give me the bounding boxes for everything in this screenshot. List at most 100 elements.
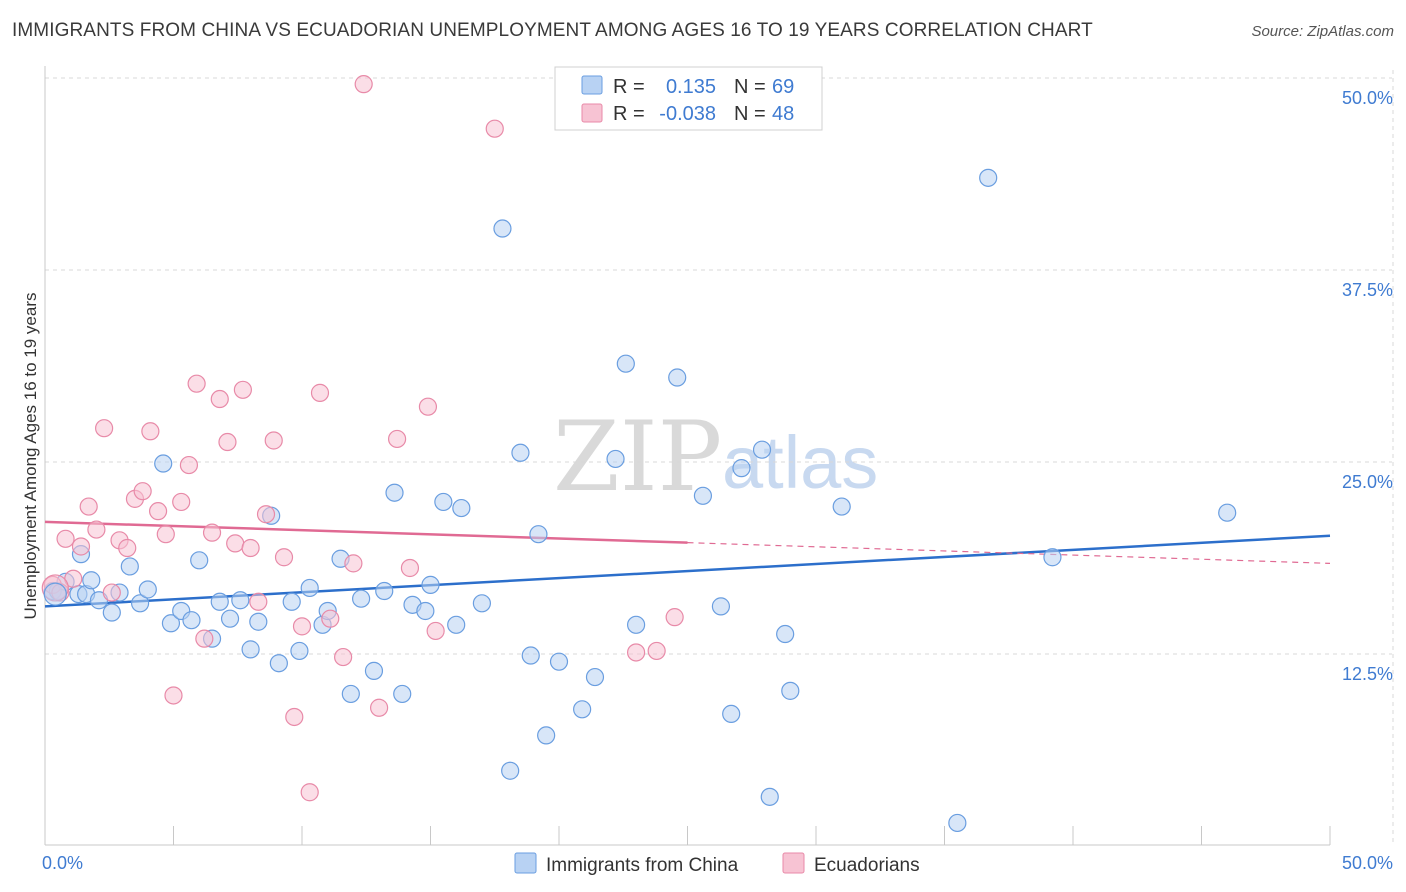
ecuador-point [156,525,175,544]
china-point [190,551,209,570]
ecuador-point [241,538,260,558]
china-point [472,594,491,613]
ecuador-point [292,617,312,636]
ecuador-point [56,529,75,548]
china-point [573,700,592,719]
china-point [421,575,440,594]
china-point [385,483,404,502]
series-legend-label-ecuador: Ecuadorians [814,855,920,876]
china-point [711,597,731,616]
china-point [732,459,751,478]
ecuador-point [71,537,91,556]
ecuador-point [179,455,199,475]
ecuador-point [334,647,353,667]
china-point [269,654,288,673]
china-point [693,486,713,505]
china-point [130,594,150,613]
ecuador-point [256,505,276,524]
trend-line-ecuador-extension [687,542,1331,564]
ecuador-point [233,380,252,399]
axes: 12.5% 25.0% 37.5% 50.0% 0.0% 50.0% [42,66,1393,873]
ecuador-point [164,686,183,705]
china-point [493,219,512,238]
china-point [290,641,309,661]
china-point [511,443,530,462]
china-point [220,609,240,628]
china-point [210,592,229,611]
ecuador-point [195,629,214,648]
ecuador-point [310,383,330,402]
legend-n-label-china: N = [734,76,766,98]
trend-line-ecuador [44,520,688,544]
china-point [979,168,998,187]
china-point [452,498,471,518]
ecuador-point [387,429,407,449]
china-point [416,601,435,621]
source-label: Source: ZipAtlas.com [1251,23,1394,40]
china-point [341,684,360,704]
china-point [364,661,384,680]
ecuador-point [226,534,245,553]
correlation-legend: R = 0.135 N = 69 R = -0.038 N = 48 [554,66,823,131]
ecuador-point [370,698,389,717]
china-point [434,492,453,512]
china-point [393,684,412,704]
china-point [231,591,250,610]
china-point [760,787,779,806]
legend-r-label-china: R = [613,76,645,98]
ecuador-point [249,592,268,611]
china-point [776,624,795,644]
china-point [832,497,851,516]
ecuador-point [344,554,363,573]
china-point [781,681,800,700]
ecuador-point [426,621,445,641]
ecuador-point [400,558,420,578]
ecuador-point [300,783,319,802]
ecuador-point [118,538,137,558]
china-point [501,761,520,780]
ecuador-point [133,482,152,501]
legend-r-value-ecuador: -0.038 [659,103,716,125]
ecuador-point [141,422,160,441]
china-point [1043,548,1062,567]
china-point [138,580,157,599]
china-point [529,525,548,544]
y-tick-label: 50.0% [1342,88,1393,108]
legend-swatch-ecuador [581,103,603,123]
china-point [447,615,466,634]
china-point [722,704,741,724]
china-point [161,614,181,633]
china-point [1218,503,1237,522]
ecuador-point [148,502,168,521]
china-point [616,354,635,373]
china-point [375,581,394,601]
y-tick-label: 12.5% [1342,664,1393,684]
ecuador-point [665,608,684,627]
series-legend-label-china: Immigrants from China [546,855,739,876]
china-point [606,449,625,469]
legend-n-value-ecuador: 48 [772,103,794,125]
china-point [102,603,121,622]
china-point [249,612,268,631]
legend-n-label-ecuador: N = [734,103,766,125]
china-point [282,592,301,611]
series-legend-swatch-china [514,852,537,874]
ecuador-point [87,520,106,539]
ecuador-point [626,643,646,662]
ecuador-point [274,548,294,567]
china-point [154,454,173,473]
legend-r-label-ecuador: R = [613,103,645,125]
chart-title: IMMIGRANTS FROM CHINA VS ECUADORIAN UNEM… [12,20,1093,41]
china-point [948,813,967,833]
legend-r-value-china: 0.135 [666,76,716,98]
china-point [668,368,687,387]
china-point [549,652,569,671]
ecuador-point [647,641,666,661]
china-point [585,667,605,687]
ecuador-point [202,523,222,542]
y-tick-label: 25.0% [1342,472,1393,492]
china-point [43,582,67,606]
china-point [182,611,201,630]
ecuador-point [285,707,304,727]
